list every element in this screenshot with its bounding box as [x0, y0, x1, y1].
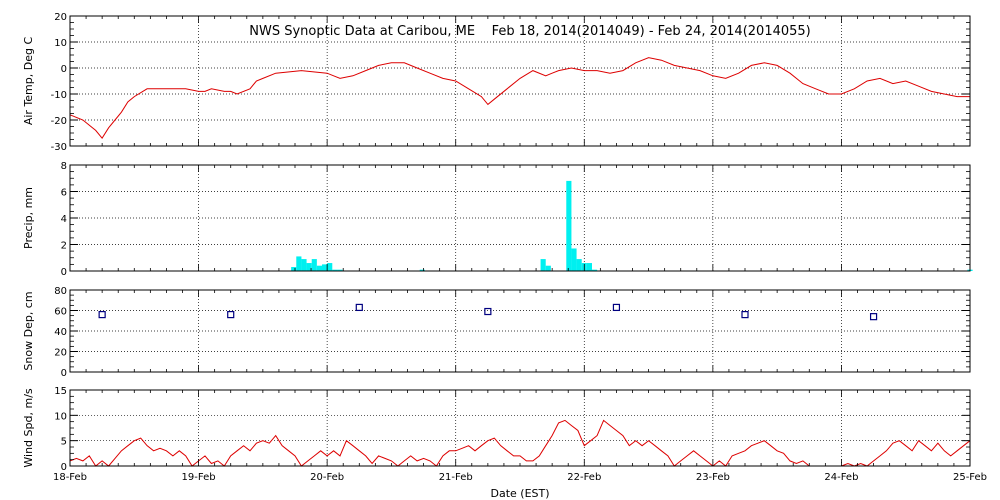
x-tick-label: 23-Feb — [696, 472, 730, 483]
precip-ytick-label: 4 — [61, 214, 67, 225]
precip-bar — [291, 267, 297, 271]
precip-ytick-label: 0 — [61, 267, 67, 278]
x-tick-label: 25-Feb — [953, 472, 987, 483]
snow-depth-point — [741, 311, 749, 319]
x-tick-label: 22-Feb — [567, 472, 601, 483]
precip-ytick-label: 6 — [61, 188, 67, 199]
precip-bar — [592, 269, 598, 271]
precip-bar — [545, 265, 551, 271]
x-tick-label: 24-Feb — [824, 472, 858, 483]
precip-bar — [316, 265, 322, 271]
air-temp-ytick-label: -30 — [51, 142, 67, 153]
snow-depth-ytick-label: 60 — [54, 307, 67, 318]
precip-bar — [337, 269, 343, 271]
precip-y-axis-title: Precip, mm — [22, 187, 35, 249]
wind-speed-y-axis-title: Wind Spd, m/s — [22, 388, 35, 468]
precip-bar — [301, 259, 307, 271]
snow-depth-ytick-label: 0 — [61, 368, 67, 379]
snow-depth-y-axis-title: Snow Dep, cm — [22, 291, 35, 370]
snow-depth-point — [484, 307, 492, 316]
air-temp-series-line — [69, 57, 970, 140]
air-temp-ytick-label: -20 — [51, 116, 67, 127]
wind-speed-ytick-label: 10 — [54, 411, 67, 422]
precip-ytick-label: 8 — [61, 161, 67, 172]
wind-speed-ytick-label: 15 — [54, 386, 67, 397]
precip-bar — [322, 264, 328, 271]
snow-depth-point — [612, 303, 621, 312]
x-axis-title: Date (EST) — [490, 487, 549, 500]
precip-bar — [296, 256, 302, 271]
wind-speed-frame — [69, 389, 971, 467]
precip-bar — [576, 259, 582, 271]
precip-bar — [332, 269, 338, 271]
snow-depth-point — [869, 313, 878, 321]
air-temp-y-axis-title: Air Temp, Deg C — [22, 37, 35, 126]
precip-bar — [566, 180, 572, 271]
snow-depth-ytick-label: 40 — [54, 327, 67, 338]
x-tick-label: 18-Feb — [53, 472, 87, 483]
snow-depth-point — [227, 311, 235, 319]
air-temp-ytick-label: 20 — [54, 12, 67, 23]
precip-bar — [327, 263, 333, 271]
snow-depth-point — [355, 303, 363, 312]
wind-speed-ytick-label: 0 — [61, 462, 67, 473]
air-temp-ytick-label: -10 — [51, 90, 67, 101]
x-tick-label: 21-Feb — [439, 472, 473, 483]
precip-bar — [586, 263, 592, 271]
wind-speed-series-line — [69, 419, 971, 467]
x-tick-label: 19-Feb — [182, 472, 216, 483]
precip-ytick-label: 2 — [61, 241, 67, 252]
air-temp-ytick-label: 10 — [54, 38, 67, 49]
x-tick-label: 20-Feb — [310, 472, 344, 483]
air-temp-ytick-label: 0 — [61, 64, 67, 75]
precip-bar — [540, 259, 546, 271]
precip-bar — [306, 263, 312, 271]
chart-title: NWS Synoptic Data at Caribou, ME Feb 18,… — [249, 24, 811, 39]
precip-bar — [571, 248, 577, 271]
snow-depth-point — [98, 311, 106, 319]
precip-bar — [311, 259, 317, 271]
snow-depth-ytick-label: 20 — [54, 348, 67, 359]
wind-speed-ytick-label: 5 — [61, 437, 67, 448]
precip-bar — [419, 269, 425, 271]
snow-depth-ytick-label: 80 — [54, 286, 67, 297]
